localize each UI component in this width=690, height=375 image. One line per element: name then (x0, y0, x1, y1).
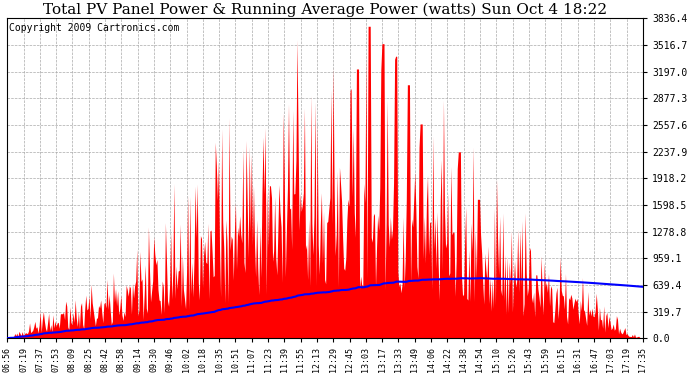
Title: Total PV Panel Power & Running Average Power (watts) Sun Oct 4 18:22: Total PV Panel Power & Running Average P… (43, 3, 607, 17)
Text: Copyright 2009 Cartronics.com: Copyright 2009 Cartronics.com (8, 23, 179, 33)
